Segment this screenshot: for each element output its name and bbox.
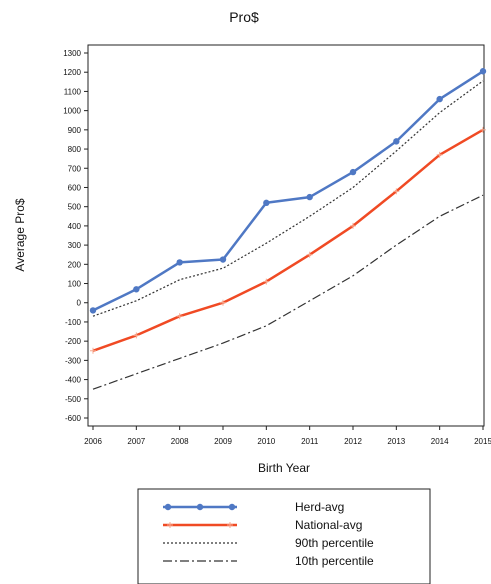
x-axis-label: Birth Year bbox=[258, 461, 310, 475]
y-tick-label: 0 bbox=[77, 299, 82, 308]
x-tick-label: 2015 bbox=[474, 437, 491, 446]
x-tick-label: 2006 bbox=[84, 437, 102, 446]
series-line-90th-percentile bbox=[92, 80, 484, 317]
legend-marker bbox=[167, 522, 173, 528]
y-tick-label: -400 bbox=[65, 376, 82, 385]
data-point-national-avg bbox=[350, 222, 356, 229]
data-point-herd-avg bbox=[393, 138, 400, 145]
legend-label-national-avg: National-avg bbox=[295, 518, 362, 532]
y-axis: -600 -500 -400 -300 -200 -100 0 100 200 300 400 500… bbox=[63, 49, 88, 423]
y-tick-label: 1000 bbox=[63, 107, 81, 116]
series-line-herd-avg bbox=[92, 70, 484, 312]
x-tick-label: 2014 bbox=[431, 437, 449, 446]
data-point-herd-avg bbox=[436, 95, 443, 103]
legend-label-10th-percentile: 10th percentile bbox=[295, 554, 374, 568]
series-line-national-avg bbox=[92, 128, 484, 352]
data-point-national-avg bbox=[306, 251, 313, 258]
y-tick-label: 1200 bbox=[63, 68, 81, 77]
y-tick-label: 1300 bbox=[63, 49, 81, 58]
y-tick-label: -300 bbox=[65, 356, 82, 365]
data-point-herd-avg bbox=[306, 193, 313, 201]
x-tick-label: 2013 bbox=[387, 437, 405, 446]
data-point-national-avg bbox=[176, 313, 183, 320]
legend-marker bbox=[227, 522, 233, 528]
y-tick-label: 1100 bbox=[64, 87, 82, 96]
x-tick-label: 2007 bbox=[127, 437, 145, 446]
legend-marker bbox=[228, 503, 236, 511]
x-tick-label: 2012 bbox=[344, 437, 362, 446]
x-tick-label: 2009 bbox=[214, 437, 232, 446]
y-tick-label: 600 bbox=[68, 183, 82, 192]
y-tick-label: 900 bbox=[68, 126, 82, 135]
x-tick-label: 2011 bbox=[301, 437, 319, 446]
data-point-herd-avg bbox=[219, 256, 227, 263]
data-point-national-avg bbox=[133, 332, 140, 339]
plot-area bbox=[87, 44, 485, 427]
x-tick-label: 2010 bbox=[257, 437, 275, 446]
data-point-national-avg bbox=[263, 278, 270, 285]
legend-box bbox=[137, 488, 431, 584]
y-tick-label: -200 bbox=[65, 337, 82, 346]
y-tick-label: -100 bbox=[65, 318, 82, 327]
data-point-herd-avg bbox=[133, 286, 140, 293]
y-tick-label: 800 bbox=[68, 145, 82, 154]
y-tick-label: 400 bbox=[68, 222, 82, 231]
data-point-national-avg bbox=[90, 347, 96, 354]
data-point-national-avg bbox=[480, 126, 486, 133]
data-point-national-avg bbox=[436, 151, 443, 158]
x-axis: 2006 2007 2008 2009 2010 2011 2012 2013 2014 2015 bbox=[84, 426, 491, 446]
legend-label-90th-percentile: 90th percentile bbox=[295, 536, 374, 550]
data-point-herd-avg bbox=[263, 199, 270, 207]
series-layer bbox=[89, 68, 487, 390]
x-tick-label: 2008 bbox=[171, 437, 189, 446]
y-tick-label: 300 bbox=[68, 241, 82, 250]
data-point-national-avg bbox=[393, 188, 400, 195]
chart-title: Pro$ bbox=[229, 9, 259, 25]
y-tick-label: 200 bbox=[68, 260, 82, 269]
data-point-national-avg bbox=[220, 299, 226, 306]
data-point-herd-avg bbox=[479, 68, 487, 75]
y-tick-label: 100 bbox=[68, 280, 82, 289]
y-tick-label: -500 bbox=[65, 395, 82, 404]
legend-marker bbox=[164, 503, 172, 511]
data-point-herd-avg bbox=[176, 259, 183, 266]
series-line-10th-percentile bbox=[92, 194, 484, 390]
data-point-herd-avg bbox=[349, 168, 357, 176]
y-tick-label: 700 bbox=[68, 164, 82, 173]
y-tick-label: 500 bbox=[68, 203, 82, 212]
y-axis-label: Average Pro$ bbox=[13, 198, 27, 271]
y-tick-label: -600 bbox=[65, 414, 82, 423]
legend: Herd-avg National-avg 90th percentile 10th … bbox=[163, 500, 374, 568]
legend-label-herd-avg: Herd-avg bbox=[295, 500, 344, 514]
data-point-herd-avg bbox=[89, 307, 97, 314]
legend-marker bbox=[196, 503, 204, 511]
